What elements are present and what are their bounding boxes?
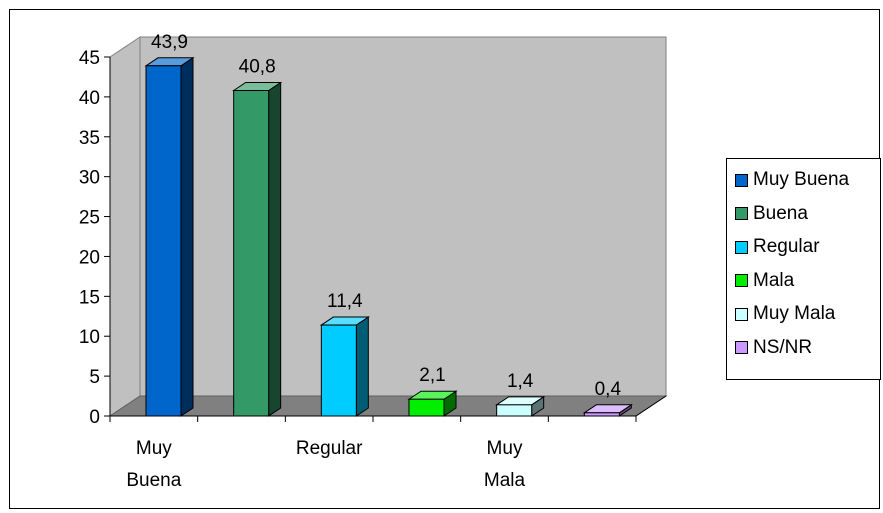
legend-label: Muy Buena — [753, 169, 850, 190]
y-tick-label: 35 — [79, 128, 100, 149]
legend-label: Buena — [753, 202, 808, 224]
y-tick-label: 40 — [79, 88, 100, 109]
bar — [320, 324, 357, 417]
data-label: 2,1 — [419, 365, 445, 386]
legend: Muy Buena Buena Regular Mala Muy Mala NS/NR — [726, 158, 881, 380]
bar — [496, 404, 533, 417]
legend-swatch — [735, 307, 748, 321]
y-tick-label: 10 — [79, 327, 100, 348]
bar-side — [180, 56, 194, 417]
legend-swatch — [735, 173, 748, 187]
bar — [145, 65, 182, 417]
y-tick-label: 25 — [79, 208, 100, 229]
legend-item: NS/NR — [735, 336, 812, 360]
legend-label: NS/NR — [753, 336, 813, 358]
bar — [408, 398, 445, 417]
x-tick-label: Muy Mala — [484, 438, 526, 491]
legend-swatch — [735, 341, 748, 354]
data-label: 0,4 — [595, 379, 622, 400]
legend-item: Muy Mala — [735, 302, 835, 326]
bar-side — [268, 81, 282, 417]
y-tick-label: 5 — [89, 367, 100, 388]
legend-item: Mala — [735, 269, 794, 293]
x-tick-label: Muy Buena — [126, 438, 181, 491]
legend-swatch — [735, 240, 748, 254]
legend-item: Buena — [735, 202, 808, 226]
x-tick-label: Regular — [296, 438, 363, 459]
legend-swatch — [735, 207, 748, 220]
bar-side — [355, 316, 369, 417]
plot-back-wall — [139, 36, 667, 397]
y-tick-label: 45 — [79, 48, 100, 69]
legend-label: Regular — [753, 236, 820, 257]
legend-label: Mala — [753, 269, 795, 291]
plot-side-wall — [109, 36, 141, 417]
data-label: 1,4 — [507, 371, 534, 392]
data-label: 11,4 — [327, 291, 363, 312]
legend-item: Regular — [735, 235, 820, 259]
x-axis-edge — [635, 395, 667, 417]
bar — [233, 90, 270, 417]
legend-label: Muy Mala — [753, 303, 836, 324]
data-label: 43,9 — [151, 32, 188, 53]
y-tick-label: 0 — [89, 407, 100, 428]
y-tick-label: 30 — [79, 168, 100, 189]
y-tick-label: 15 — [79, 287, 100, 308]
legend-swatch — [735, 274, 748, 287]
legend-item: Muy Buena — [735, 168, 849, 192]
data-label: 40,8 — [239, 57, 276, 78]
y-tick-label: 20 — [79, 247, 100, 268]
